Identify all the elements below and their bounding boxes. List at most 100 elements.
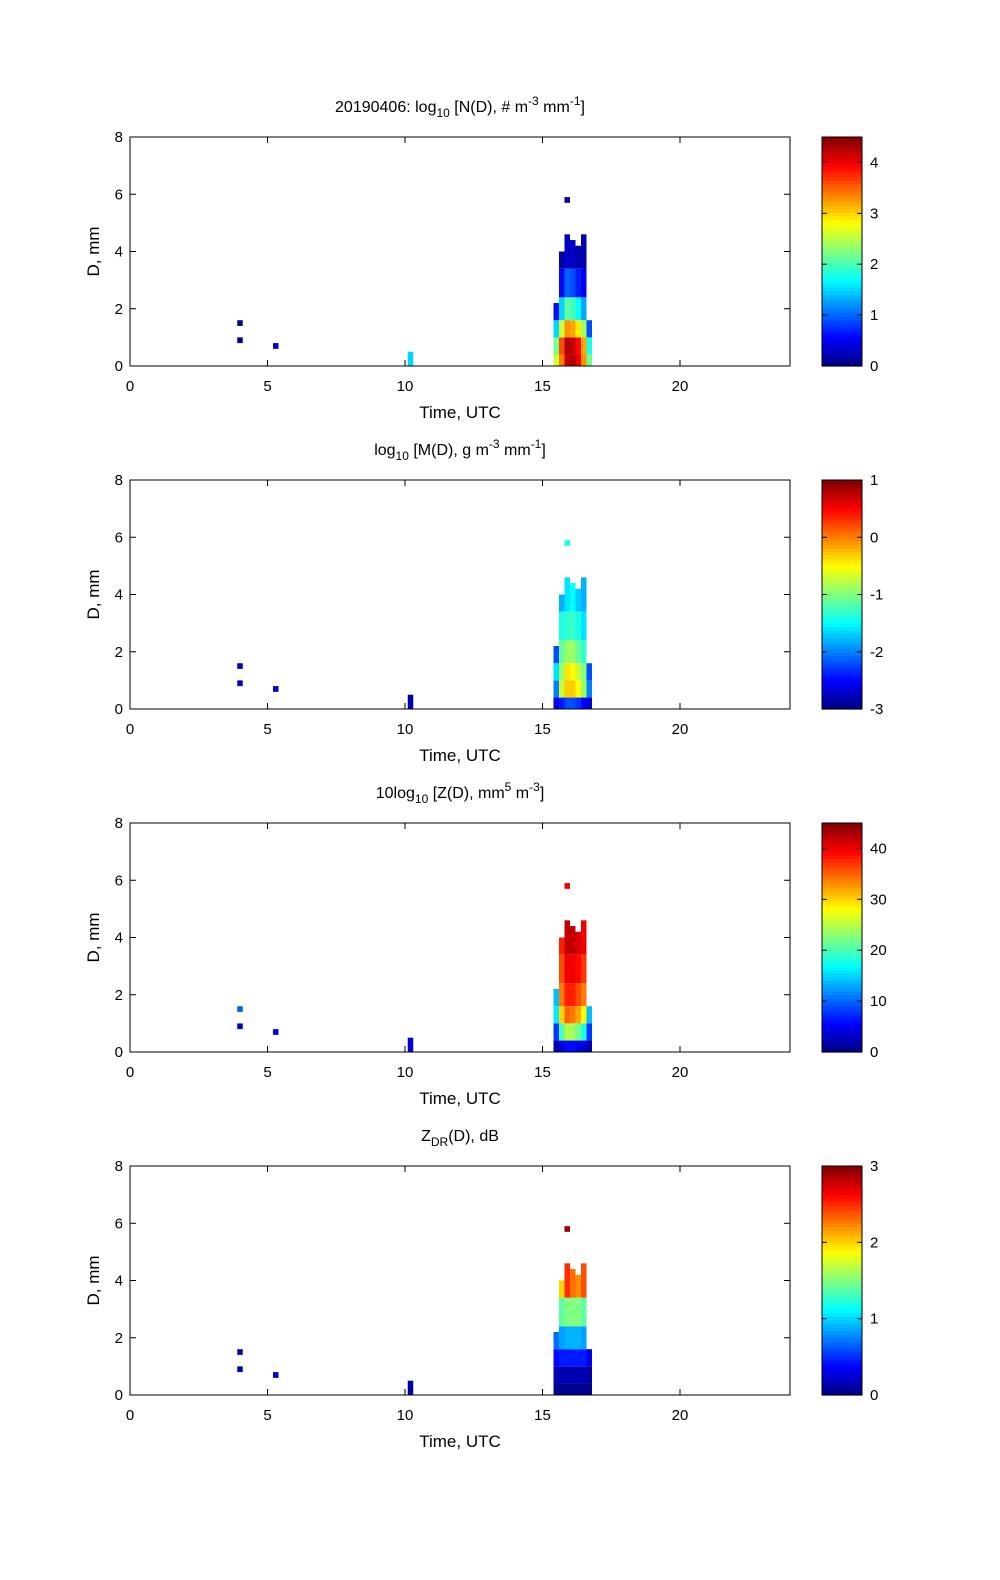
x-tick-label: 0 bbox=[126, 1064, 134, 1081]
heatmap-cell bbox=[570, 1269, 576, 1298]
colorbar-swatch bbox=[822, 1359, 862, 1364]
heatmap-cell bbox=[559, 337, 565, 355]
heatmap-cell bbox=[581, 337, 587, 355]
colorbar-swatch bbox=[822, 601, 862, 606]
colorbar-tick-label: 2 bbox=[870, 1234, 878, 1251]
heatmap-cell bbox=[564, 611, 570, 641]
colorbar-swatch bbox=[822, 165, 862, 170]
y-tick-label: 8 bbox=[115, 815, 123, 832]
heatmap-cell bbox=[581, 268, 587, 298]
heatmap-cell bbox=[559, 594, 565, 612]
title-end: ] bbox=[540, 785, 544, 802]
heatmap-cell bbox=[575, 640, 581, 664]
heatmap-cell bbox=[586, 1366, 592, 1384]
x-tick-label: 10 bbox=[397, 721, 414, 738]
colorbar-swatch bbox=[822, 969, 862, 974]
title-main: Z bbox=[421, 1128, 431, 1145]
heatmap-cell bbox=[575, 268, 581, 298]
x-axis-label: Time, UTC bbox=[419, 746, 501, 765]
colorbar-swatch bbox=[822, 197, 862, 203]
heatmap-cell bbox=[570, 954, 576, 984]
colorbar-swatch bbox=[822, 215, 862, 220]
colorbar-swatch bbox=[822, 530, 862, 535]
colorbar-swatch bbox=[822, 1330, 862, 1335]
heatmap-cell bbox=[575, 611, 581, 641]
colorbar-swatch bbox=[822, 1280, 862, 1285]
colorbar-swatch bbox=[822, 230, 862, 235]
heatmap-cell bbox=[564, 680, 570, 698]
colorbar-swatch bbox=[822, 619, 862, 624]
title-sup1: -3 bbox=[489, 437, 500, 451]
heatmap-cell bbox=[581, 663, 587, 681]
heatmap-cells bbox=[237, 1226, 592, 1395]
colorbar-swatch bbox=[822, 569, 862, 574]
colorbar-swatch bbox=[822, 1187, 862, 1192]
heatmap-cell bbox=[564, 1006, 570, 1024]
colorbar-frame bbox=[821, 136, 863, 367]
colorbar-swatch bbox=[822, 833, 862, 838]
heatmap-cell bbox=[559, 983, 565, 1007]
heatmap-cell bbox=[570, 1366, 576, 1384]
colorbar-swatch bbox=[822, 151, 862, 156]
colorbar-tick-label: 10 bbox=[870, 993, 887, 1010]
colorbar-swatch bbox=[822, 1323, 862, 1328]
colorbar-swatch bbox=[822, 680, 862, 685]
heatmap-cell bbox=[564, 540, 570, 546]
x-axis-label: Time, UTC bbox=[419, 403, 501, 422]
colorbar-swatch bbox=[822, 280, 862, 285]
colorbar-swatch bbox=[822, 255, 862, 260]
heatmap-cell bbox=[570, 1023, 576, 1041]
colorbar-swatch bbox=[822, 890, 862, 896]
colorbar-swatch bbox=[822, 944, 862, 949]
title-main: 10log bbox=[376, 785, 415, 802]
colorbar-swatch bbox=[822, 901, 862, 906]
colorbar-swatch bbox=[822, 848, 862, 853]
colorbar-swatch bbox=[822, 641, 862, 646]
colorbar-swatch bbox=[822, 1301, 862, 1307]
plot-area bbox=[130, 137, 790, 366]
heatmap-cell bbox=[559, 1006, 565, 1024]
colorbar-swatch bbox=[822, 1294, 862, 1299]
colorbar-swatch bbox=[822, 1183, 862, 1189]
y-tick-label: 0 bbox=[115, 1387, 123, 1404]
heatmap-cell bbox=[570, 1006, 576, 1024]
x-tick-label: 0 bbox=[126, 1407, 134, 1424]
colorbar-tick-label: 4 bbox=[870, 154, 878, 171]
heatmap-cell bbox=[575, 320, 581, 338]
colorbar-frame bbox=[821, 822, 863, 1053]
heatmap-cell bbox=[407, 1037, 414, 1052]
heatmap-cell bbox=[553, 989, 559, 1007]
colorbar-swatch bbox=[822, 576, 862, 581]
title-mid: mm bbox=[539, 99, 570, 116]
title-sub: DR bbox=[431, 1135, 449, 1149]
colorbar-swatch bbox=[822, 497, 862, 503]
heatmap-cell bbox=[575, 1274, 581, 1298]
colorbar-swatch bbox=[822, 515, 862, 520]
colorbar-swatch bbox=[822, 1230, 862, 1235]
heatmap-cell bbox=[570, 697, 576, 709]
colorbar-frame bbox=[821, 1165, 863, 1396]
y-tick-label: 0 bbox=[115, 1044, 123, 1061]
colorbar: 0 1 2 3 bbox=[821, 1158, 878, 1404]
heatmap-cell bbox=[570, 1326, 576, 1350]
colorbar-swatch bbox=[822, 615, 862, 621]
colorbar-swatch bbox=[822, 494, 862, 499]
colorbar-swatch bbox=[822, 565, 862, 571]
heatmap-cell bbox=[553, 1349, 559, 1367]
x-tick-label: 10 bbox=[397, 1064, 414, 1081]
colorbar-tick-label: 2 bbox=[870, 256, 878, 273]
heatmap-cell bbox=[553, 646, 559, 664]
heatmap-cell bbox=[559, 1326, 565, 1350]
colorbar-swatch bbox=[822, 991, 862, 996]
colorbar-swatch bbox=[822, 994, 862, 999]
heatmap-cell bbox=[553, 1383, 559, 1395]
colorbar-swatch bbox=[822, 555, 862, 560]
colorbar-tick-label: 3 bbox=[870, 205, 878, 222]
colorbar-swatch bbox=[822, 312, 862, 317]
colorbar-swatch bbox=[822, 1251, 862, 1257]
colorbar-swatch bbox=[822, 1191, 862, 1196]
colorbar-swatch bbox=[822, 340, 862, 346]
colorbar-swatch bbox=[822, 1391, 862, 1396]
colorbar-swatch bbox=[822, 919, 862, 924]
